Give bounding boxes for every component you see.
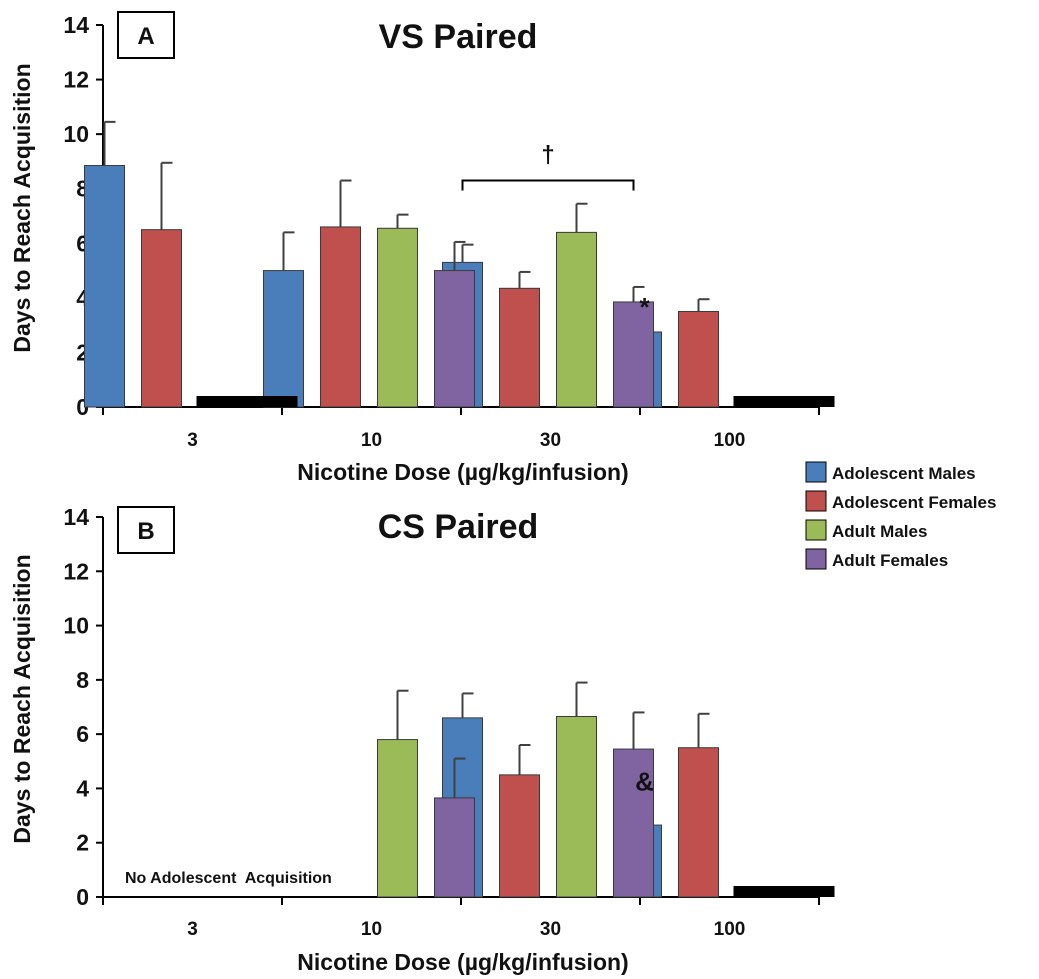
bar-adolescent-females (142, 230, 182, 407)
legend-label: Adolescent Females (832, 493, 996, 512)
legend-swatch (806, 549, 826, 569)
legend-label: Adolescent Males (832, 464, 976, 483)
chart-title: VS Paired (379, 18, 538, 56)
chart-title: CS Paired (378, 508, 539, 546)
bar-adult-females (435, 271, 475, 407)
y-tick-label: 10 (63, 613, 89, 639)
bar-adult-females (435, 798, 475, 897)
annotation-dagger: † (541, 142, 554, 169)
annotation-marker: & (635, 766, 654, 796)
y-axis-title: Days to Reach Acquisition (9, 63, 35, 352)
panel-letter: B (137, 518, 154, 545)
legend-label: Adult Females (832, 551, 948, 570)
bar-adult-males (557, 232, 597, 407)
y-tick-label: 10 (63, 121, 89, 147)
y-tick-label: 14 (63, 12, 89, 38)
legend: Adolescent Males Adolescent Females Adult … (806, 462, 996, 570)
bar-adolescent-females (500, 775, 540, 897)
bar-adolescent-males (264, 271, 304, 407)
no-acquisition-bar (734, 396, 835, 407)
bar-adult-males (378, 228, 418, 407)
panel-b: 0 2 4 6 8 10 12 14 3 10 30 100 Nicotine Dose (µg/kg/… (9, 504, 835, 975)
x-tick-label: 3 (187, 919, 198, 940)
y-tick-label: 8 (76, 667, 89, 693)
x-tick-label: 10 (361, 919, 382, 940)
x-tick-label: 3 (187, 430, 198, 451)
bar-adult-males (378, 740, 418, 897)
bar-adolescent-females (321, 227, 361, 407)
bar-adolescent-females (500, 288, 540, 407)
legend-swatch (806, 462, 826, 482)
y-tick-label: 2 (76, 830, 89, 856)
y-tick-label: 12 (63, 67, 89, 93)
bar-adolescent-males (85, 166, 125, 407)
x-tick-label: 100 (714, 919, 746, 940)
significance-bracket (463, 181, 634, 191)
no-acquisition-bar (734, 886, 835, 897)
annotation-marker: * (639, 292, 650, 322)
x-axis-title: Nicotine Dose (µg/kg/infusion) (297, 459, 628, 485)
bar-adult-males (557, 717, 597, 898)
legend-swatch (806, 520, 826, 540)
no-acquisition-bar (197, 396, 298, 407)
y-tick-label: 12 (63, 558, 89, 584)
legend-label: Adult Males (832, 522, 927, 541)
panel-letter: A (137, 23, 154, 50)
y-tick-label: 4 (76, 775, 89, 801)
x-tick-label: 30 (540, 430, 561, 451)
x-axis-title: Nicotine Dose (µg/kg/infusion) (297, 949, 628, 975)
bar-adolescent-females (679, 312, 719, 408)
y-axis-title: Days to Reach Acquisition (9, 554, 35, 843)
y-tick-label: 0 (76, 884, 89, 910)
x-tick-label: 100 (714, 430, 746, 451)
x-tick-label: 10 (361, 430, 382, 451)
y-tick-label: 14 (63, 504, 89, 530)
y-tick-label: 6 (76, 721, 89, 747)
no-acquisition-note: No Adolescent Acquisition (125, 870, 332, 887)
bar-adolescent-females (679, 748, 719, 897)
legend-swatch (806, 491, 826, 511)
x-tick-label: 30 (540, 919, 561, 940)
